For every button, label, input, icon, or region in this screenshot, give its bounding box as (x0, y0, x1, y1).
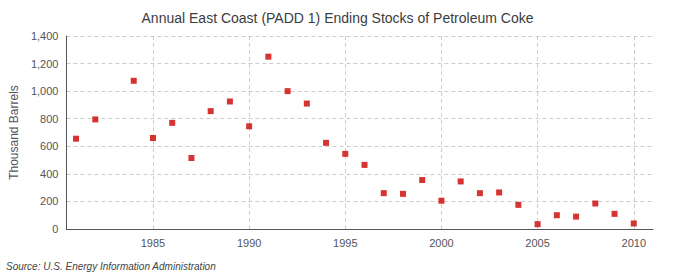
svg-text:0: 0 (52, 223, 58, 235)
svg-text:800: 800 (40, 113, 58, 125)
svg-text:600: 600 (40, 140, 58, 152)
svg-text:Annual East Coast (PADD 1) End: Annual East Coast (PADD 1) Ending Stocks… (142, 10, 534, 26)
svg-text:1990: 1990 (237, 237, 261, 249)
svg-text:1995: 1995 (333, 237, 357, 249)
svg-text:2010: 2010 (622, 237, 646, 249)
svg-text:Source: U.S. Energy Informatio: Source: U.S. Energy Information Administ… (6, 261, 216, 272)
svg-text:1985: 1985 (141, 237, 165, 249)
svg-text:200: 200 (40, 195, 58, 207)
svg-text:1,200: 1,200 (31, 58, 59, 70)
svg-text:400: 400 (40, 168, 58, 180)
svg-text:Thousand Barrels: Thousand Barrels (7, 85, 21, 180)
svg-text:2005: 2005 (525, 237, 549, 249)
svg-text:1,400: 1,400 (31, 30, 59, 42)
svg-text:2000: 2000 (429, 237, 453, 249)
svg-text:1,000: 1,000 (31, 85, 59, 97)
